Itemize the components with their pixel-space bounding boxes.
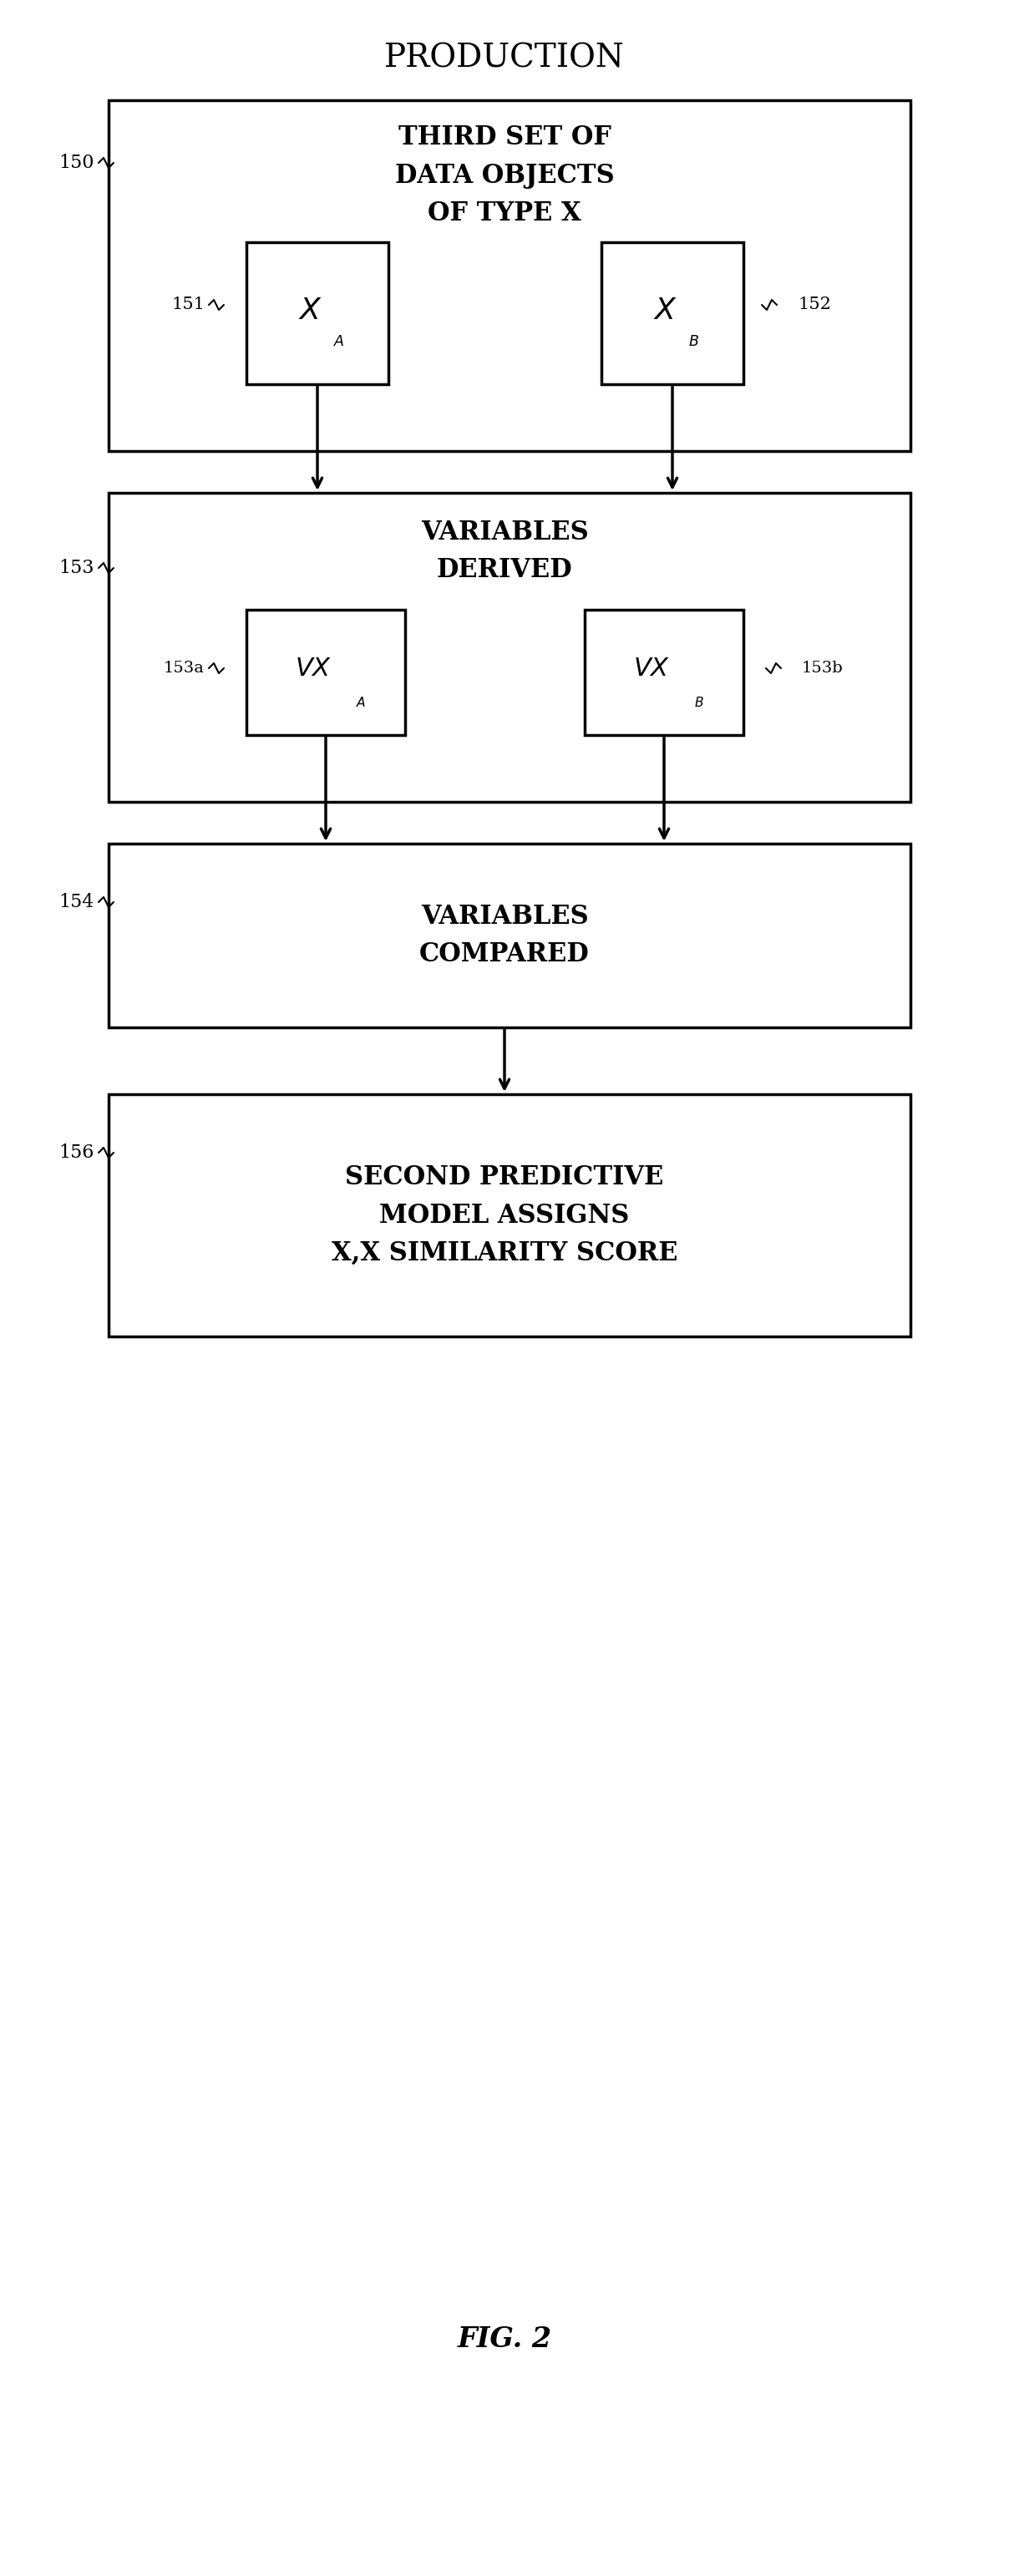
- Text: $_B$: $_B$: [688, 330, 699, 348]
- Text: VARIABLES
COMPARED: VARIABLES COMPARED: [420, 904, 589, 969]
- Text: 153b: 153b: [802, 659, 844, 675]
- Text: 153a: 153a: [163, 659, 205, 675]
- Text: 151: 151: [172, 296, 205, 312]
- Text: $VX$: $VX$: [633, 657, 670, 683]
- Text: $_A$: $_A$: [355, 690, 366, 708]
- Bar: [584, 611, 744, 734]
- Text: FIG. 2: FIG. 2: [457, 2326, 552, 2352]
- Text: 154: 154: [59, 894, 95, 912]
- Bar: [109, 1095, 910, 1337]
- Text: THIRD SET OF
DATA OBJECTS
OF TYPE X: THIRD SET OF DATA OBJECTS OF TYPE X: [395, 124, 614, 227]
- Text: PRODUCTION: PRODUCTION: [384, 44, 625, 75]
- Text: $_B$: $_B$: [694, 690, 704, 708]
- Bar: [246, 611, 405, 734]
- Text: 152: 152: [798, 296, 831, 312]
- Bar: [246, 242, 388, 384]
- Bar: [109, 492, 910, 801]
- Bar: [109, 842, 910, 1028]
- Text: 156: 156: [59, 1144, 95, 1162]
- Text: VARIABLES
DERIVED: VARIABLES DERIVED: [421, 520, 588, 582]
- Text: $X$: $X$: [653, 296, 677, 325]
- Text: 150: 150: [59, 155, 95, 173]
- Text: 153: 153: [59, 559, 95, 577]
- Text: SECOND PREDICTIVE
MODEL ASSIGNS
X,X SIMILARITY SCORE: SECOND PREDICTIVE MODEL ASSIGNS X,X SIMI…: [331, 1164, 678, 1267]
- Text: $VX$: $VX$: [295, 657, 332, 683]
- Text: $_A$: $_A$: [333, 330, 344, 348]
- Bar: [109, 100, 910, 451]
- Text: $X$: $X$: [299, 296, 323, 325]
- Bar: [601, 242, 744, 384]
